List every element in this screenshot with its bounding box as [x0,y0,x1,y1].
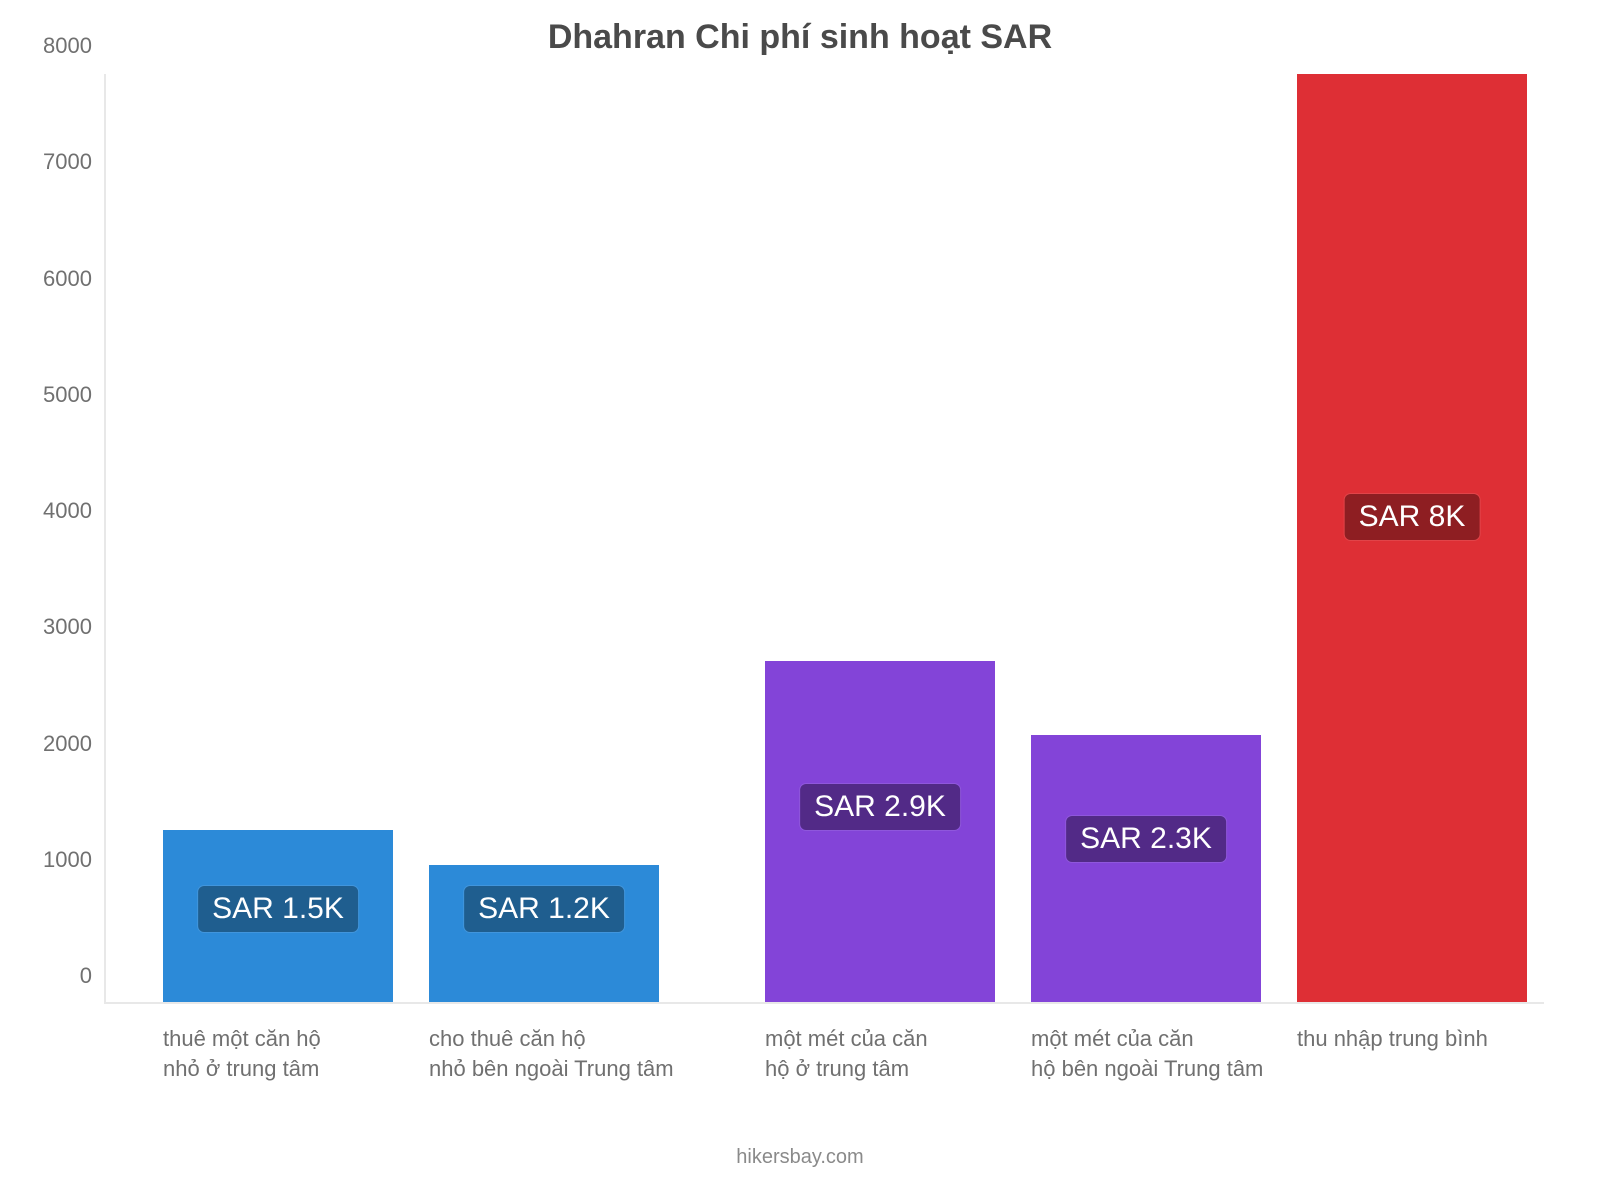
y-tick-label: 3000 [43,614,106,640]
chart-title: Dhahran Chi phí sinh hoạt SAR [0,18,1600,57]
value-badge: SAR 1.5K [198,886,358,932]
chart-container: Dhahran Chi phí sinh hoạt SAR 0100020003… [0,0,1600,1200]
y-tick-label: 0 [80,963,106,989]
value-badge: SAR 1.2K [464,886,624,932]
x-label: một mét của căn hộ bên ngoài Trung tâm [1031,1024,1263,1083]
value-badge: SAR 2.9K [800,784,960,830]
chart-footer: hikersbay.com [0,1146,1600,1169]
y-tick-label: 2000 [43,731,106,757]
value-badge: SAR 8K [1345,494,1480,540]
x-label: thuê một căn hộ nhỏ ở trung tâm [163,1024,321,1083]
y-tick-label: 1000 [43,847,106,873]
y-tick-label: 6000 [43,266,106,292]
x-label: thu nhập trung bình [1297,1024,1488,1054]
y-tick-label: 7000 [43,149,106,175]
y-tick-label: 4000 [43,498,106,524]
plot-area: 010002000300040005000600070008000SAR 1.5… [104,74,1544,1004]
bar [765,661,995,1002]
value-badge: SAR 2.3K [1066,816,1226,862]
bar [1031,735,1261,1002]
x-label: cho thuê căn hộ nhỏ bên ngoài Trung tâm [429,1024,674,1083]
y-tick-label: 5000 [43,382,106,408]
y-tick-label: 8000 [43,33,106,59]
x-label: một mét của căn hộ ở trung tâm [765,1024,928,1083]
